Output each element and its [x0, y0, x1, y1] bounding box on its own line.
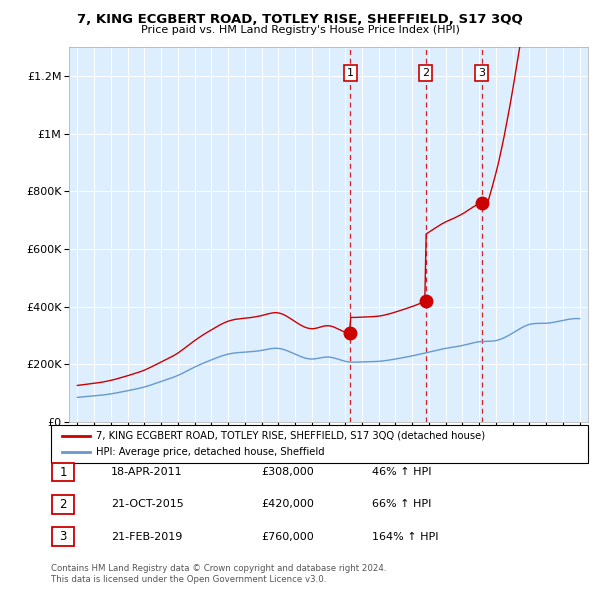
Text: Contains HM Land Registry data © Crown copyright and database right 2024.: Contains HM Land Registry data © Crown c…: [51, 565, 386, 573]
Text: Price paid vs. HM Land Registry's House Price Index (HPI): Price paid vs. HM Land Registry's House …: [140, 25, 460, 35]
Text: 2: 2: [59, 498, 67, 511]
Text: 7, KING ECGBERT ROAD, TOTLEY RISE, SHEFFIELD, S17 3QQ (detached house): 7, KING ECGBERT ROAD, TOTLEY RISE, SHEFF…: [96, 431, 485, 441]
Text: £308,000: £308,000: [261, 467, 314, 477]
Text: £760,000: £760,000: [261, 532, 314, 542]
Text: 1: 1: [59, 466, 67, 478]
Text: 2: 2: [422, 68, 429, 78]
Text: £420,000: £420,000: [261, 500, 314, 509]
Text: This data is licensed under the Open Government Licence v3.0.: This data is licensed under the Open Gov…: [51, 575, 326, 584]
Text: 66% ↑ HPI: 66% ↑ HPI: [372, 500, 431, 509]
Text: 1: 1: [347, 68, 354, 78]
Text: HPI: Average price, detached house, Sheffield: HPI: Average price, detached house, Shef…: [96, 447, 325, 457]
Text: 7, KING ECGBERT ROAD, TOTLEY RISE, SHEFFIELD, S17 3QQ: 7, KING ECGBERT ROAD, TOTLEY RISE, SHEFF…: [77, 13, 523, 26]
Text: 21-OCT-2015: 21-OCT-2015: [111, 500, 184, 509]
Text: 3: 3: [59, 530, 67, 543]
Text: 46% ↑ HPI: 46% ↑ HPI: [372, 467, 431, 477]
Text: 164% ↑ HPI: 164% ↑ HPI: [372, 532, 439, 542]
Text: 3: 3: [478, 68, 485, 78]
Text: 21-FEB-2019: 21-FEB-2019: [111, 532, 182, 542]
Text: 18-APR-2011: 18-APR-2011: [111, 467, 182, 477]
